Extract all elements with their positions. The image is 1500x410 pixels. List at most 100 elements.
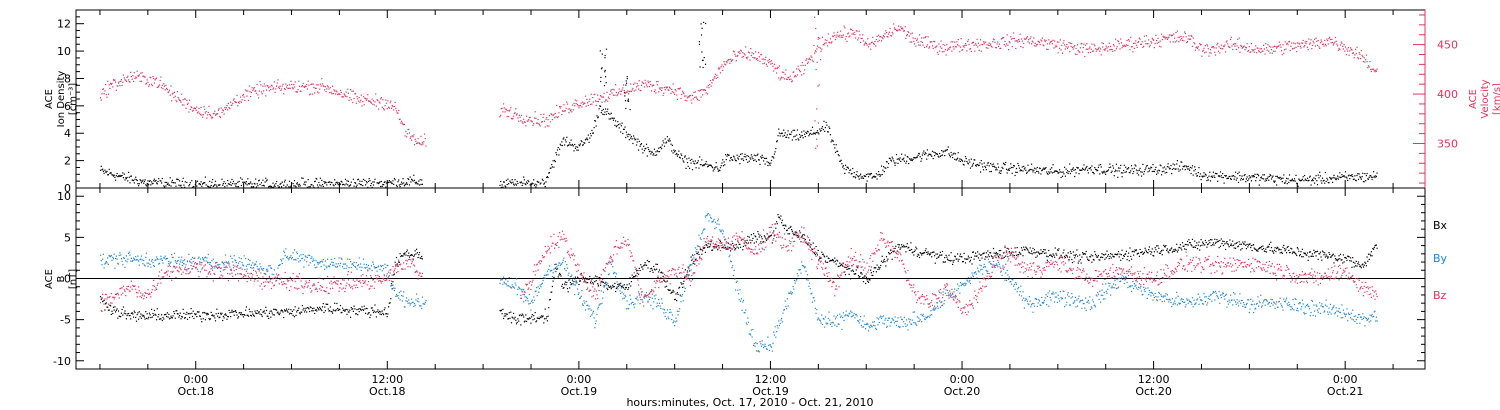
data-point [248, 85, 250, 87]
data-point [508, 183, 510, 185]
data-point [363, 104, 365, 106]
data-point [281, 88, 283, 90]
data-point [228, 183, 230, 185]
data-point [1188, 168, 1190, 170]
data-point [117, 176, 119, 178]
data-point [621, 286, 623, 288]
data-point [908, 246, 910, 248]
data-point [380, 180, 382, 183]
data-point [1021, 249, 1023, 251]
data-point [184, 317, 186, 319]
data-point [1335, 179, 1337, 181]
data-point [111, 174, 113, 176]
data-point [1020, 46, 1022, 48]
data-point [1022, 46, 1024, 49]
data-point [818, 84, 820, 86]
data-point [832, 259, 834, 261]
data-point [165, 84, 167, 86]
data-point [272, 314, 274, 316]
data-point [511, 118, 513, 120]
data-point [835, 263, 837, 265]
data-point [692, 160, 694, 162]
data-point [1291, 48, 1293, 50]
data-point [992, 41, 994, 43]
data-point [796, 74, 798, 76]
data-point [318, 309, 320, 311]
data-point [1138, 169, 1140, 171]
data-point [1145, 35, 1148, 37]
data-point [507, 178, 509, 180]
data-point [561, 114, 563, 116]
data-point [568, 112, 570, 114]
data-point [870, 272, 872, 274]
data-point [611, 117, 613, 119]
data-point [1305, 179, 1307, 181]
data-point [983, 43, 985, 45]
data-point [559, 148, 561, 150]
data-point [614, 124, 616, 126]
data-point [814, 252, 816, 254]
data-point [1080, 43, 1082, 45]
data-point [934, 262, 936, 264]
data-point [281, 85, 283, 87]
data-point [400, 183, 402, 185]
data-point [798, 68, 800, 70]
data-point [192, 310, 194, 312]
data-point [915, 157, 917, 159]
x-tick-date-label: Oct.20 [1135, 385, 1172, 398]
data-point [803, 237, 805, 240]
data-point [769, 235, 771, 237]
data-point [1036, 255, 1038, 257]
data-point [859, 275, 861, 278]
data-point [320, 185, 322, 187]
data-point [842, 166, 844, 168]
data-point [732, 50, 735, 52]
data-point [850, 169, 852, 171]
data-point [1332, 177, 1334, 179]
data-point [568, 279, 570, 281]
data-point [1006, 34, 1008, 36]
data-point [1365, 59, 1367, 61]
data-point [531, 314, 533, 316]
data-point [1270, 175, 1272, 177]
data-point [630, 135, 632, 138]
data-point [1008, 168, 1010, 170]
data-point [1152, 254, 1154, 257]
data-point [555, 152, 557, 154]
data-point [600, 96, 602, 98]
data-point [747, 242, 750, 244]
data-point [584, 142, 586, 144]
data-point [531, 316, 533, 318]
data-point [901, 28, 903, 30]
data-point [551, 119, 553, 121]
data-point [1340, 41, 1342, 43]
data-point [628, 90, 630, 93]
data-point [804, 234, 806, 236]
data-point [255, 312, 257, 314]
data-point [985, 256, 987, 258]
data-point [977, 251, 979, 253]
data-point [370, 185, 372, 187]
data-point [309, 186, 311, 188]
data-point [847, 167, 849, 169]
data-point [702, 165, 704, 167]
data-point [1245, 178, 1247, 180]
data-point [280, 89, 282, 91]
data-point [1211, 46, 1213, 48]
data-point [1159, 40, 1161, 42]
data-point [1067, 252, 1069, 254]
data-point [746, 58, 748, 60]
data-point [684, 269, 686, 271]
data-point [794, 232, 796, 234]
data-point [1008, 41, 1010, 43]
data-point [588, 100, 590, 102]
data-point [1135, 165, 1137, 167]
data-point [129, 315, 131, 317]
data-point [717, 76, 719, 78]
data-point [288, 180, 291, 182]
data-point [876, 264, 878, 266]
data-point [150, 184, 152, 186]
data-point [682, 160, 684, 162]
data-point [1127, 168, 1129, 170]
data-point [1204, 175, 1206, 177]
